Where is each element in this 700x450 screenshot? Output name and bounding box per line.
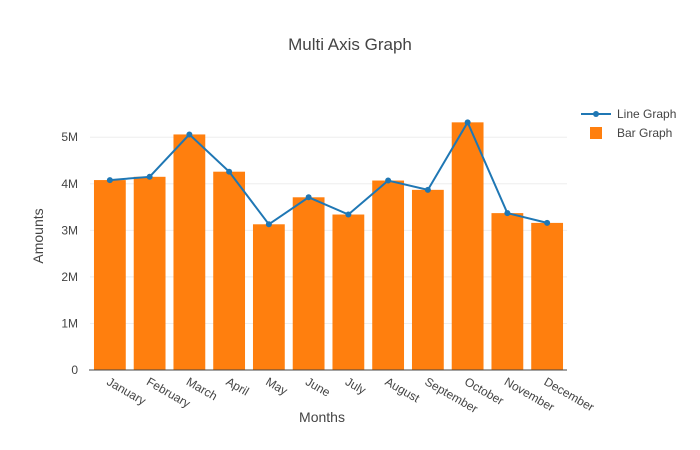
legend[interactable]: Line Graph Bar Graph — [581, 107, 676, 140]
bar-december[interactable] — [531, 222, 564, 370]
y-tick-label: 1M — [61, 316, 78, 330]
line-point-september[interactable] — [424, 186, 431, 193]
line-point-january[interactable] — [106, 177, 113, 184]
y-tick-label: 3M — [61, 223, 78, 237]
line-point-april[interactable] — [226, 168, 233, 175]
bar-october[interactable] — [451, 122, 484, 371]
line-graph-path — [109, 120, 548, 226]
bar-november[interactable] — [491, 213, 524, 370]
line-point-august[interactable] — [385, 177, 392, 184]
bar-august[interactable] — [372, 180, 405, 370]
y-tick-label: 5M — [61, 130, 78, 144]
bar-series — [93, 122, 564, 371]
line-series — [106, 119, 551, 228]
line-point-february[interactable] — [146, 173, 153, 180]
line-point-june[interactable] — [305, 194, 312, 201]
legend-item-bar-graph[interactable]: Bar Graph — [590, 126, 672, 140]
legend-label-bar-graph: Bar Graph — [617, 126, 672, 140]
bar-march[interactable] — [173, 134, 206, 370]
bar-april[interactable] — [213, 171, 246, 370]
line-point-may[interactable] — [265, 221, 272, 228]
legend-item-line-graph[interactable]: Line Graph — [581, 107, 676, 121]
bar-may[interactable] — [252, 224, 285, 370]
y-tick-label: 2M — [61, 270, 78, 284]
grid-lines — [90, 136, 567, 324]
y-tick-label: 4M — [61, 177, 78, 191]
bar-july[interactable] — [332, 214, 365, 370]
y-axis-title: Amounts — [30, 208, 46, 263]
legend-label-line-graph: Line Graph — [617, 107, 676, 121]
line-point-december[interactable] — [544, 219, 551, 226]
bar-september[interactable] — [411, 189, 444, 370]
y-tick-labels: 0 1M 2M 3M 4M 5M — [61, 130, 78, 377]
legend-bar-swatch — [590, 127, 602, 139]
x-axis-title: Months — [299, 409, 345, 425]
line-point-march[interactable] — [186, 131, 193, 138]
bar-february[interactable] — [133, 176, 166, 370]
line-point-november[interactable] — [504, 210, 511, 217]
bar-january[interactable] — [93, 180, 126, 370]
line-point-july[interactable] — [345, 211, 352, 218]
chart-title: Multi Axis Graph — [288, 35, 412, 54]
line-point-october[interactable] — [464, 119, 471, 126]
bar-june[interactable] — [292, 197, 325, 370]
y-tick-label: 0 — [71, 363, 78, 377]
legend-line-marker — [593, 111, 599, 117]
